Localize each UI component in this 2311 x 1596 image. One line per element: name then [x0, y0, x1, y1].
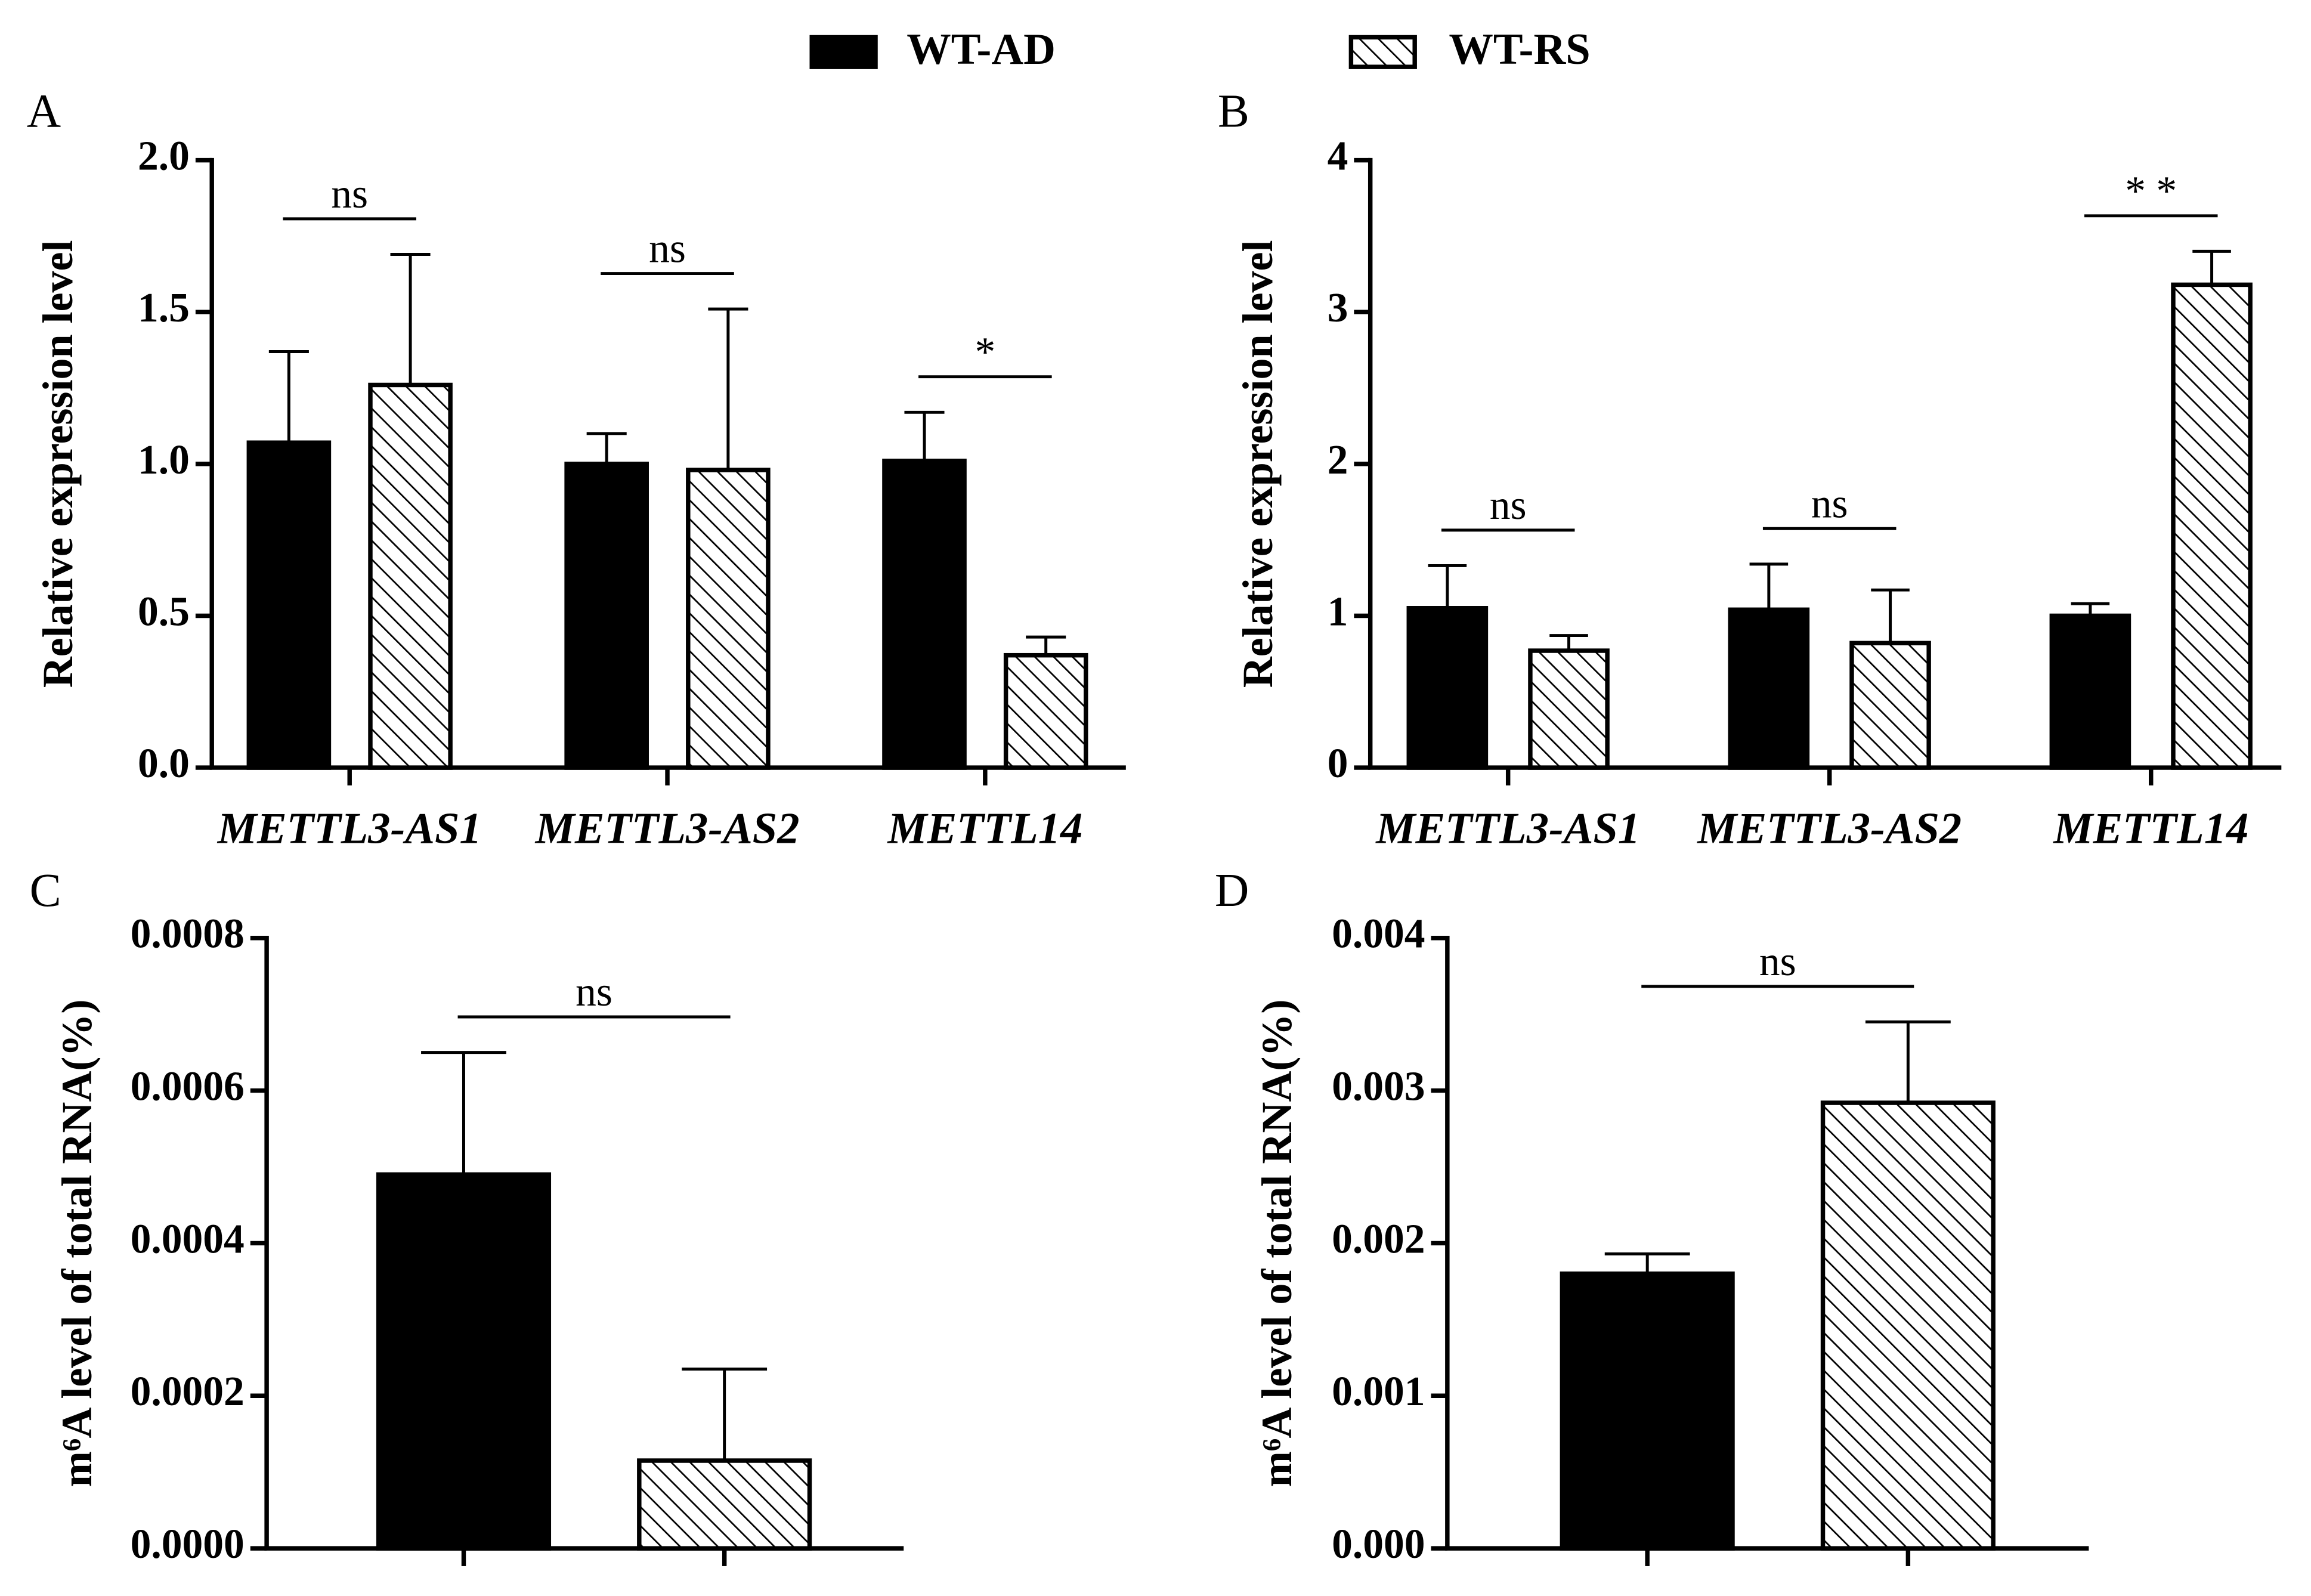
bar	[376, 1172, 552, 1551]
y-tick-label: 1.0	[138, 437, 190, 483]
bar	[686, 468, 771, 770]
bar	[1406, 606, 1489, 770]
bar	[246, 440, 332, 770]
significance-label: ns	[1811, 481, 1848, 527]
bar	[368, 382, 453, 770]
y-tick-label: 4	[1328, 134, 1348, 180]
y-tick-label: 2.0	[138, 134, 190, 180]
x-tick-label: METTL14	[2053, 804, 2248, 853]
y-tick-label: 0.0000	[131, 1521, 245, 1567]
significance-label: ns	[649, 226, 686, 272]
y-tick-label: 3	[1328, 285, 1348, 331]
y-tick-label: 0.004	[1332, 911, 1425, 957]
y-tick-label: 0.0006	[131, 1064, 245, 1110]
y-tick-label: 2	[1328, 437, 1348, 483]
y-tick-label: 0.003	[1332, 1064, 1425, 1110]
y-tick-label: 0.002	[1332, 1216, 1425, 1262]
y-axis-label: m⁶A level of total RNA(%)	[53, 1000, 101, 1487]
x-tick-label: METTL3-AS1	[1375, 804, 1640, 853]
x-tick-label: METTL3-AS2	[1697, 804, 1962, 853]
bar	[1849, 641, 1931, 770]
y-tick-label: 0.000	[1332, 1521, 1425, 1567]
x-tick-label: METTL3-AS1	[217, 804, 482, 853]
y-tick-label: 0.0	[138, 741, 190, 787]
y-axis-label: m⁶A level of total RNA(%)	[1253, 1000, 1301, 1487]
bar	[1003, 652, 1088, 770]
y-tick-label: 0.0002	[131, 1369, 245, 1415]
bar	[637, 1458, 812, 1551]
y-tick-label: 1.5	[138, 285, 190, 331]
significance-label: ns	[1759, 939, 1796, 985]
y-axis-label: Relative expression level	[34, 240, 82, 688]
significance-label: * *	[2125, 168, 2177, 214]
y-tick-label: 0	[1328, 741, 1348, 787]
panel-letter: C	[30, 864, 61, 917]
bar	[1560, 1271, 1735, 1551]
significance-label: ns	[331, 171, 368, 217]
y-tick-label: 1	[1328, 589, 1348, 635]
y-tick-label: 0.0004	[131, 1216, 245, 1262]
y-tick-label: 0.5	[138, 589, 190, 635]
bar	[564, 462, 649, 770]
panel-letter: B	[1218, 85, 1249, 137]
legend-swatch	[1348, 35, 1417, 69]
bar	[1728, 607, 1810, 770]
legend-label: WT-AD	[907, 25, 1056, 74]
y-tick-label: 0.001	[1332, 1369, 1425, 1415]
bar	[2049, 613, 2131, 770]
panel-letter: A	[27, 85, 61, 137]
legend-label: WT-RS	[1449, 25, 1590, 74]
legend-swatch	[809, 35, 878, 69]
panel-letter: D	[1215, 864, 1249, 917]
bar	[2171, 282, 2253, 770]
bar	[1820, 1100, 1996, 1551]
y-tick-label: 0.0008	[131, 911, 245, 957]
bar	[1528, 648, 1610, 770]
significance-label: ns	[576, 969, 612, 1015]
x-tick-label: METTL14	[887, 804, 1082, 853]
significance-label: *	[974, 329, 995, 375]
x-tick-label: METTL3-AS2	[535, 804, 800, 853]
significance-label: ns	[1490, 482, 1527, 528]
bar	[882, 459, 967, 770]
y-axis-label: Relative expression level	[1234, 240, 1282, 688]
